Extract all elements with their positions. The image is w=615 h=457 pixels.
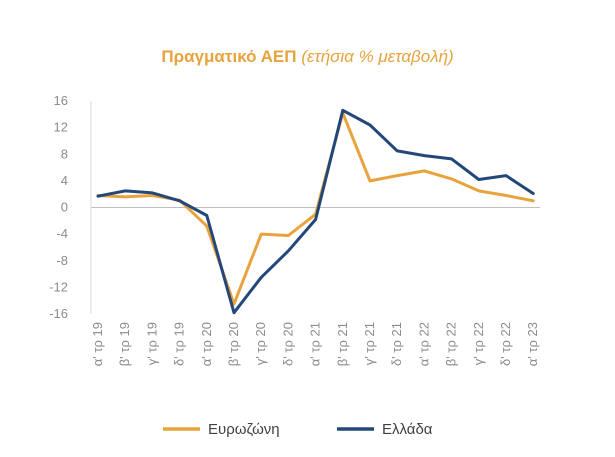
x-tick-label: δ' τρ 21 — [389, 322, 404, 366]
x-tick-label: β' τρ 20 — [226, 322, 241, 366]
series-line-2 — [96, 108, 535, 315]
x-tick-label: α' τρ 22 — [416, 322, 431, 366]
y-tick-label: -12 — [49, 279, 68, 294]
x-tick-label: α' τρ 20 — [199, 322, 214, 366]
y-tick-label: 0 — [61, 200, 68, 215]
x-tick-label: β' τρ 22 — [444, 322, 459, 366]
x-tick-label: γ' τρ 20 — [253, 322, 268, 365]
x-tick-label: δ' τρ 22 — [498, 322, 513, 366]
x-tick-label: δ' τρ 20 — [280, 322, 295, 366]
y-tick-label: -16 — [49, 306, 68, 321]
legend-label-1: Ευρωζώνη — [208, 421, 280, 438]
x-tick-label: γ' τρ 21 — [362, 322, 377, 365]
y-tick-label: -8 — [56, 253, 68, 268]
y-axis-ticks: 16 12 8 4 0 -4 -8 -12 -16 — [49, 93, 68, 321]
series-lines — [96, 108, 535, 315]
x-tick-label: α' τρ 19 — [90, 322, 105, 366]
x-tick-label: α' τρ 23 — [525, 322, 540, 366]
chart-title-main: Πραγματικό ΑΕΠ — [161, 47, 297, 66]
chart-axes — [90, 101, 541, 314]
chart-subtitle: (ετήσια % μεταβολή) — [301, 47, 454, 66]
legend-label-2: Ελλάδα — [382, 421, 433, 438]
x-tick-label: δ' τρ 19 — [172, 322, 187, 366]
y-tick-label: 16 — [54, 93, 68, 108]
y-tick-label: -4 — [56, 226, 68, 241]
x-tick-label: γ' τρ 22 — [471, 322, 486, 365]
x-tick-label: γ' τρ 19 — [144, 322, 159, 365]
x-tick-label: β' τρ 21 — [335, 322, 350, 366]
series-line-1 — [96, 111, 535, 306]
x-tick-label: α' τρ 21 — [308, 322, 323, 366]
y-tick-label: 8 — [61, 146, 68, 161]
y-tick-label: 12 — [54, 120, 68, 135]
chart-title: Πραγματικό ΑΕΠ (ετήσια % μεταβολή) — [0, 47, 615, 67]
y-tick-label: 4 — [61, 173, 68, 188]
x-tick-label: β' τρ 19 — [117, 322, 132, 366]
x-axis-ticks: α' τρ 19 β' τρ 19 γ' τρ 19 δ' τρ 19 α' τρ 20… — [90, 322, 540, 366]
chart-legend: Ευρωζώνη Ελλάδα — [163, 421, 433, 438]
